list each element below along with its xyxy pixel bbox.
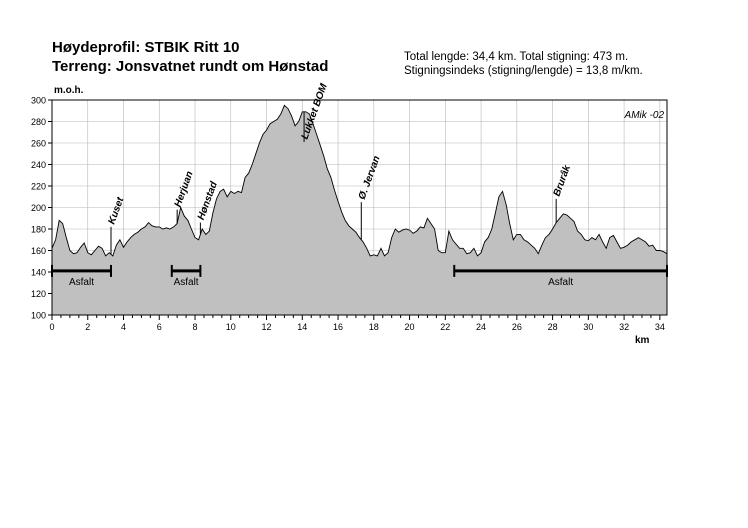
x-tick-label: 24 <box>476 322 486 332</box>
y-tick-label: 140 <box>31 268 46 278</box>
surface-segment-label: Asfalt <box>548 277 573 288</box>
x-tick-label: 0 <box>49 322 54 332</box>
watermark: AMik -02 <box>624 110 665 121</box>
x-tick-label: 2 <box>85 322 90 332</box>
surface-segment-label: Asfalt <box>174 277 199 288</box>
x-tick-label: 16 <box>333 322 343 332</box>
x-tick-label: 8 <box>193 322 198 332</box>
y-tick-label: 240 <box>31 160 46 170</box>
y-tick-label: 200 <box>31 203 46 213</box>
y-tick-label: 120 <box>31 289 46 299</box>
x-tick-label: 34 <box>655 322 665 332</box>
stats-index: Stigningsindeks (stigning/lengde) = 13,8… <box>404 65 643 77</box>
y-tick-label: 260 <box>31 139 46 149</box>
chart-subtitle: Terreng: Jonsvatnet rundt om Hønstad <box>52 58 329 75</box>
y-tick-label: 100 <box>31 311 46 321</box>
y-tick-label: 300 <box>31 96 46 106</box>
elevation-line <box>51 104 668 257</box>
x-tick-label: 10 <box>226 322 236 332</box>
x-tick-label: 30 <box>583 322 593 332</box>
x-tick-label: 4 <box>121 322 126 332</box>
x-tick-label: 22 <box>440 322 450 332</box>
x-tick-label: 20 <box>405 322 415 332</box>
stats-total: Total lengde: 34,4 km. Total stigning: 4… <box>404 51 629 63</box>
y-tick-label: 180 <box>31 225 46 235</box>
x-tick-label: 32 <box>619 322 629 332</box>
stats-block: Total lengde: 34,4 km. Total stigning: 4… <box>404 50 643 78</box>
x-axis-label: km <box>635 335 650 346</box>
chart-title: Høydeprofil: STBIK Ritt 10 <box>52 39 240 56</box>
x-tick-label: 14 <box>297 322 307 332</box>
y-tick-label: 280 <box>31 117 46 127</box>
y-axis-label: m.o.h. <box>54 85 84 96</box>
x-tick-label: 6 <box>157 322 162 332</box>
surface-segment-label: Asfalt <box>69 277 94 288</box>
x-tick-label: 28 <box>548 322 558 332</box>
title-block: Høydeprofil: STBIK Ritt 10 Terreng: Jons… <box>52 38 328 76</box>
y-tick-label: 220 <box>31 182 46 192</box>
x-tick-label: 26 <box>512 322 522 332</box>
elevation-area <box>52 105 667 316</box>
x-tick-label: 18 <box>369 322 379 332</box>
x-tick-label: 12 <box>262 322 272 332</box>
y-tick-label: 160 <box>31 246 46 256</box>
